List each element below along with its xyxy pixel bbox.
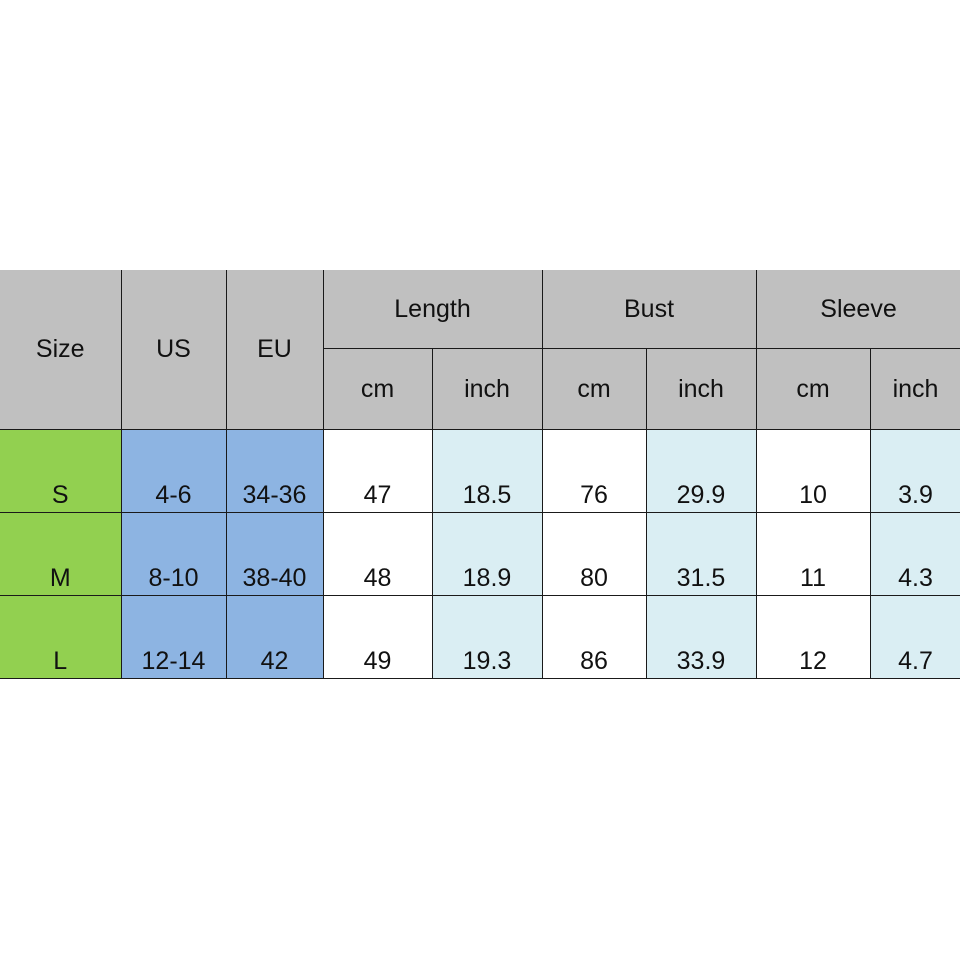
bust-cm-cell: 76 [541, 429, 647, 513]
unit-header: inch [431, 348, 543, 430]
length-cm-cell: 49 [322, 595, 433, 679]
header-length: Length [322, 270, 543, 349]
table-row: M 8-10 38-40 48 18.9 80 31.5 11 4.3 [0, 512, 960, 596]
sleeve-inch-cell: 3.9 [869, 429, 960, 513]
header-bust: Bust [541, 270, 757, 349]
unit-header: inch [645, 348, 757, 430]
length-inch-cell: 18.9 [431, 512, 543, 596]
eu-cell: 38-40 [225, 512, 324, 596]
bust-cm-cell: 86 [541, 595, 647, 679]
table-row: L 12-14 42 49 19.3 86 33.9 12 4.7 [0, 595, 960, 679]
header-row: Size US EU Length Bust Sleeve [0, 270, 960, 430]
sleeve-cm-cell: 11 [755, 512, 871, 596]
unit-header: cm [755, 348, 871, 430]
header-eu: EU [225, 270, 324, 430]
bust-inch-cell: 29.9 [645, 429, 757, 513]
size-chart-table: Size US EU Length Bust Sleeve cm inch cm… [0, 270, 960, 679]
bust-inch-cell: 31.5 [645, 512, 757, 596]
sleeve-inch-cell: 4.7 [869, 595, 960, 679]
unit-header: inch [869, 348, 960, 430]
length-inch-cell: 19.3 [431, 595, 543, 679]
bust-cm-cell: 80 [541, 512, 647, 596]
us-cell: 8-10 [120, 512, 227, 596]
sleeve-cm-cell: 10 [755, 429, 871, 513]
size-cell: M [0, 512, 122, 596]
header-sleeve: Sleeve [755, 270, 960, 349]
sleeve-inch-cell: 4.3 [869, 512, 960, 596]
unit-header: cm [541, 348, 647, 430]
length-inch-cell: 18.5 [431, 429, 543, 513]
sleeve-cm-cell: 12 [755, 595, 871, 679]
us-cell: 12-14 [120, 595, 227, 679]
bust-inch-cell: 33.9 [645, 595, 757, 679]
us-cell: 4-6 [120, 429, 227, 513]
unit-header: cm [322, 348, 433, 430]
header-us: US [120, 270, 227, 430]
length-cm-cell: 48 [322, 512, 433, 596]
table-row: S 4-6 34-36 47 18.5 76 29.9 10 3.9 [0, 429, 960, 513]
header-size: Size [0, 270, 122, 430]
eu-cell: 42 [225, 595, 324, 679]
size-cell: L [0, 595, 122, 679]
length-cm-cell: 47 [322, 429, 433, 513]
unit-row: cm inch cm inch cm inch [0, 348, 960, 430]
eu-cell: 34-36 [225, 429, 324, 513]
size-cell: S [0, 429, 122, 513]
